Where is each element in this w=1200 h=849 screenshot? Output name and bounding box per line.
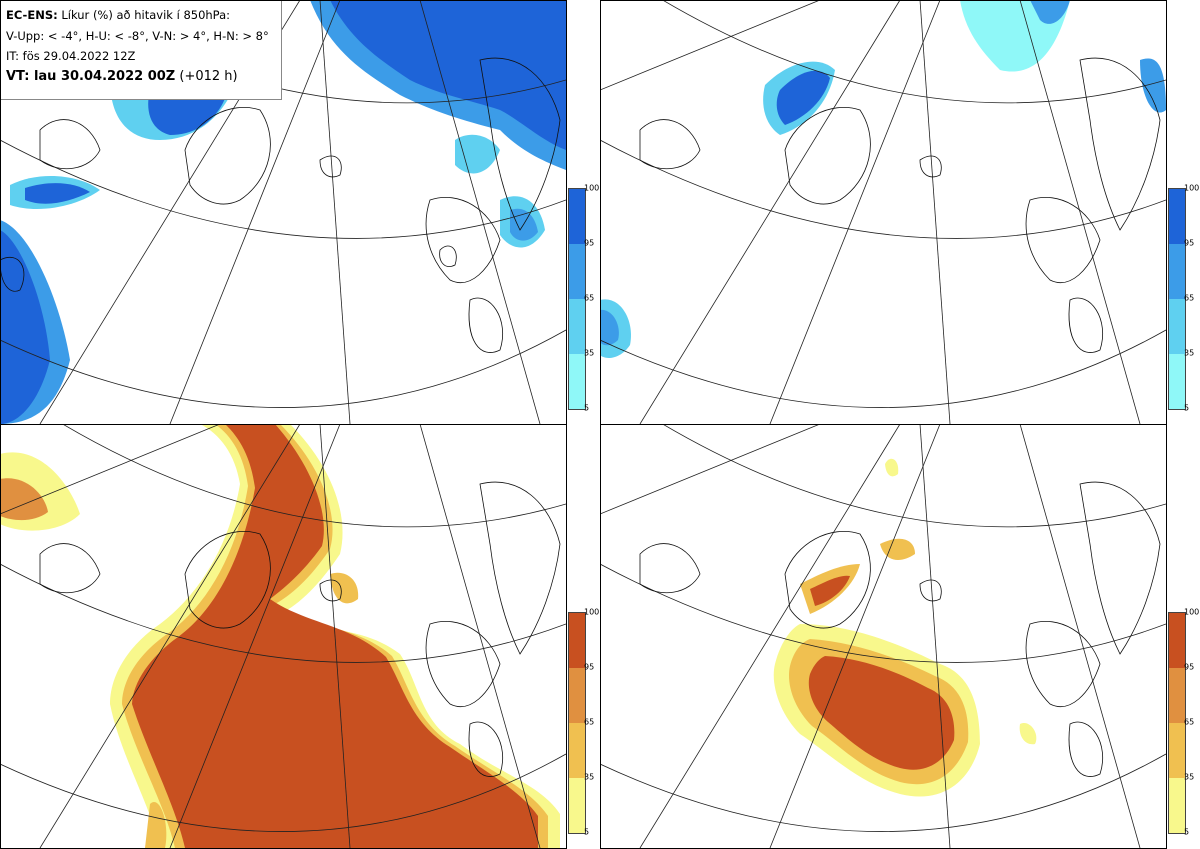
- tick-label: 95: [584, 238, 595, 248]
- map-panel-warm-8: [600, 424, 1166, 848]
- tick-label: 5: [584, 827, 590, 837]
- map-panel-warm-4: [0, 424, 566, 848]
- probability-field: [600, 0, 1166, 358]
- tick-label: 65: [1184, 293, 1195, 303]
- graticule: [600, 424, 1166, 848]
- tick-label: 5: [1184, 827, 1190, 837]
- graticule: [0, 0, 566, 424]
- lead-time: (+012 h): [179, 68, 238, 84]
- valid-time: VT: lau 30.04.2022 00Z: [6, 68, 176, 84]
- colorbar-cold-left: [568, 188, 586, 410]
- product-name: EC-ENS:: [6, 8, 58, 22]
- graticule: [600, 0, 1166, 424]
- chart-title: Líkur (%) að hitavik í 850hPa:: [61, 8, 231, 22]
- tick-label: 100: [584, 183, 600, 193]
- tick-label: 35: [1184, 772, 1195, 782]
- probability-field: [0, 424, 560, 848]
- map-canvas: [600, 424, 1166, 848]
- tick-label: 100: [1184, 607, 1200, 617]
- coastlines: [639, 57, 1161, 353]
- map-canvas: [600, 0, 1166, 424]
- tick-label: 35: [1184, 348, 1195, 358]
- header-legend: EC-ENS: Líkur (%) að hitavik í 850hPa: V…: [0, 0, 282, 100]
- tick-label: 95: [1184, 662, 1195, 672]
- tick-label: 95: [1184, 238, 1195, 248]
- map-canvas: [0, 424, 566, 848]
- tick-label: 5: [584, 403, 590, 413]
- coastlines: [39, 481, 561, 777]
- tick-label: 100: [584, 607, 600, 617]
- colorbar-cold-right: [1168, 188, 1186, 410]
- tick-label: 65: [584, 293, 595, 303]
- tick-label: 65: [1184, 717, 1195, 727]
- graticule: [0, 424, 566, 848]
- tick-label: 100: [1184, 183, 1200, 193]
- tick-label: 35: [584, 772, 595, 782]
- map-panel-cold-8: [600, 0, 1166, 424]
- tick-label: 5: [1184, 403, 1190, 413]
- coastlines: [639, 481, 1161, 777]
- init-time: IT: fös 29.04.2022 12Z: [6, 49, 136, 63]
- probability-field: [773, 458, 1037, 797]
- colorbar-warm-left: [568, 612, 586, 834]
- tick-label: 95: [584, 662, 595, 672]
- tick-label: 35: [584, 348, 595, 358]
- threshold-text: V-Upp: < -4°, H-U: < -8°, V-N: > 4°, H-N…: [6, 28, 269, 43]
- colorbar-warm-right: [1168, 612, 1186, 834]
- tick-label: 65: [584, 717, 595, 727]
- coastlines: [0, 57, 561, 353]
